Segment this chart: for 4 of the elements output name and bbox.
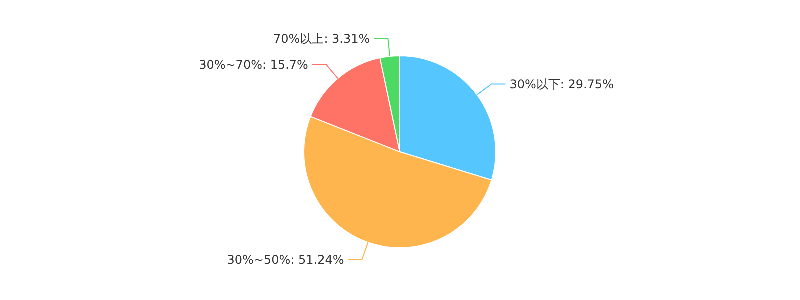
slice-label: 30%以下: 29.75% xyxy=(510,77,614,92)
slice-label: 30%~50%: 51.24% xyxy=(227,252,344,267)
slice-label: 70%以上: 3.31% xyxy=(274,32,370,46)
slice-label: 30%~70%: 15.7% xyxy=(199,58,308,72)
